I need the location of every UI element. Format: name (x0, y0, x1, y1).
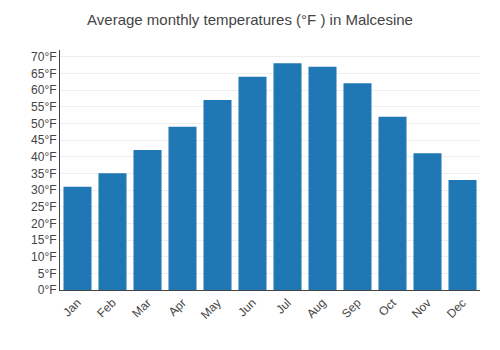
svg-text:45°F: 45°F (31, 133, 56, 147)
svg-text:Aug: Aug (304, 296, 329, 321)
svg-text:40°F: 40°F (31, 150, 56, 164)
svg-text:Dec: Dec (444, 296, 469, 321)
svg-text:55°F: 55°F (31, 100, 56, 114)
svg-text:70°F: 70°F (31, 50, 56, 64)
svg-text:Jan: Jan (60, 296, 84, 320)
svg-text:Apr: Apr (166, 296, 189, 319)
svg-text:Mar: Mar (129, 296, 154, 321)
svg-text:Jun: Jun (235, 296, 259, 320)
svg-text:Nov: Nov (409, 296, 434, 321)
svg-text:30°F: 30°F (31, 183, 56, 197)
svg-text:Jul: Jul (273, 296, 294, 317)
svg-text:50°F: 50°F (31, 117, 56, 131)
svg-text:10°F: 10°F (31, 250, 56, 264)
svg-text:Feb: Feb (94, 296, 119, 321)
svg-text:60°F: 60°F (31, 83, 56, 97)
svg-text:Average monthly temperatures (: Average monthly temperatures (°F ) in Ma… (87, 11, 413, 28)
svg-text:5°F: 5°F (38, 267, 57, 281)
svg-text:65°F: 65°F (31, 67, 56, 81)
svg-text:15°F: 15°F (31, 233, 56, 247)
svg-text:Oct: Oct (376, 295, 400, 319)
svg-text:Sep: Sep (339, 296, 364, 321)
svg-text:35°F: 35°F (31, 167, 56, 181)
svg-text:0°F: 0°F (38, 283, 57, 297)
svg-text:May: May (198, 296, 224, 322)
svg-text:25°F: 25°F (31, 200, 56, 214)
svg-text:20°F: 20°F (31, 217, 56, 231)
